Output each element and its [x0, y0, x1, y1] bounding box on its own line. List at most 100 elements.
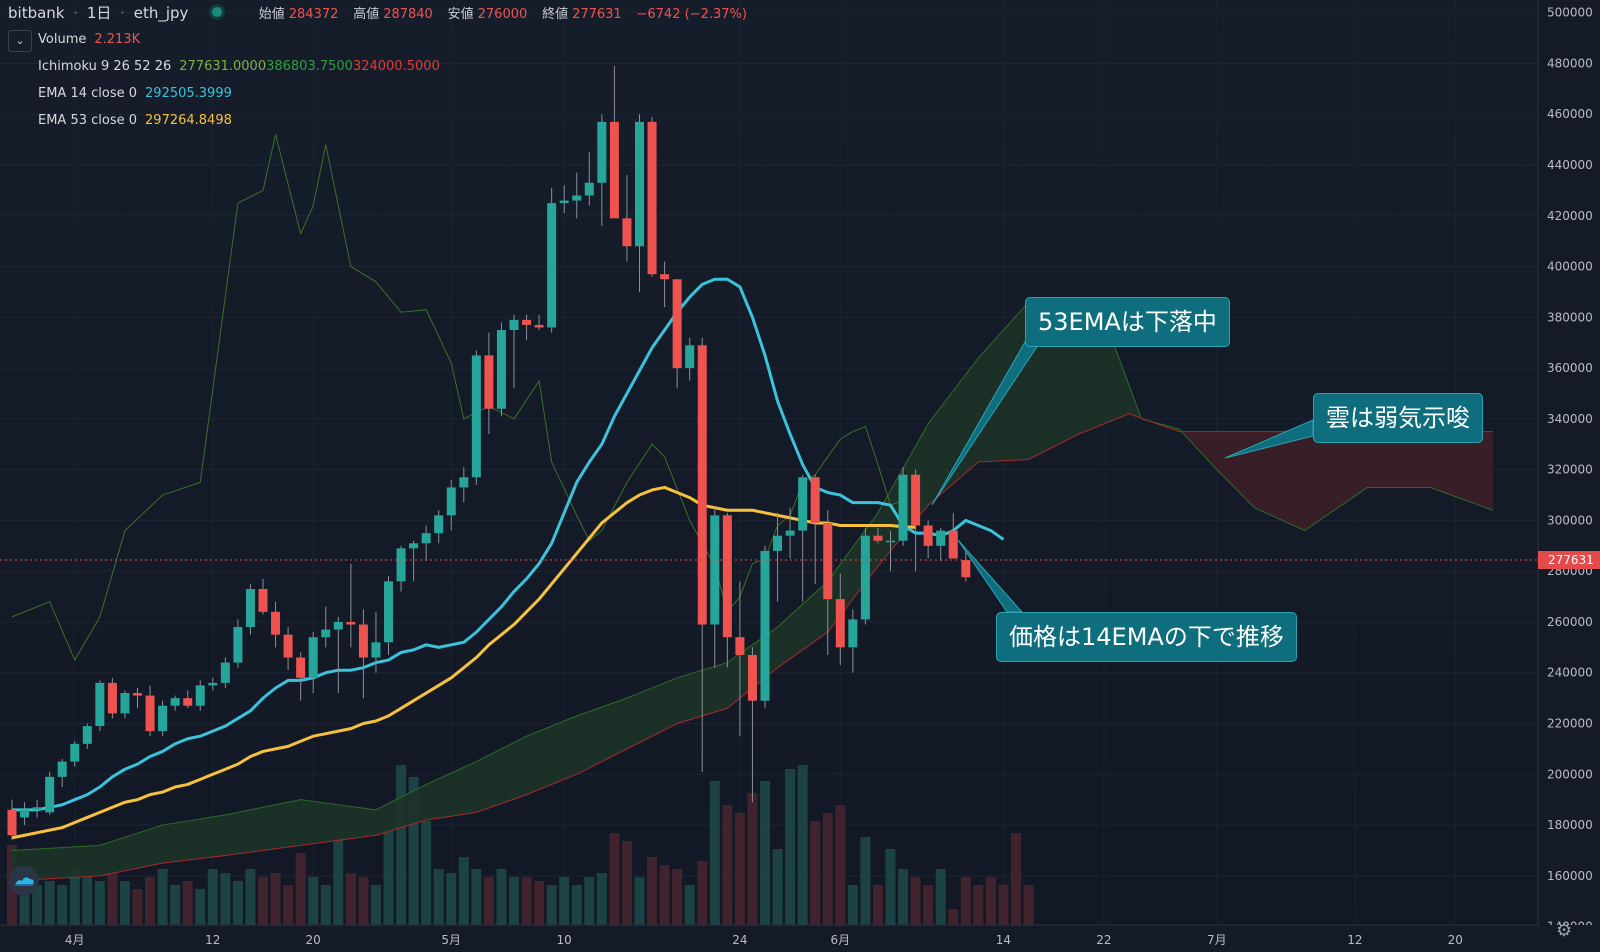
candle-body [107, 682, 117, 714]
candle-body [82, 726, 92, 744]
candle-body [760, 550, 770, 701]
last-price-tag [1538, 551, 1600, 569]
candle-body [559, 200, 569, 204]
volume-bar [145, 877, 156, 925]
gear-icon[interactable]: ⚙ [1556, 920, 1573, 941]
volume-bar [872, 885, 883, 925]
candle-body [860, 535, 870, 620]
volume-bar [270, 873, 281, 925]
volume-bar [810, 821, 821, 925]
ema53-line [11, 485, 916, 840]
volume-bar [69, 869, 80, 925]
time-tick-label: 6月 [830, 933, 850, 947]
volume-bar [32, 885, 43, 925]
price-tick-label: 460000 [1547, 107, 1593, 121]
last-price-text: 277631 [1548, 553, 1594, 567]
candle-body [446, 487, 456, 516]
candle-body [371, 642, 381, 658]
candle-body [735, 637, 745, 655]
candle-body [409, 543, 419, 549]
volume-bar [421, 821, 432, 925]
price-tick-label: 160000 [1547, 869, 1593, 883]
volume-bar [471, 869, 482, 925]
volume-bar [734, 813, 745, 925]
candle-body [57, 761, 67, 777]
time-tick-label: 5月 [441, 933, 461, 947]
volume-bar [546, 885, 557, 925]
time-axis-ticks: 4月 12 20 5月 10 24 6月 14 22 7月 12 20 [65, 933, 1463, 947]
volume-bar [935, 869, 946, 925]
price-tick-label: 480000 [1547, 56, 1593, 70]
volume-bar [358, 877, 369, 925]
collapse-indicators-button[interactable]: ⌄ [8, 30, 32, 52]
volume-bar [960, 877, 971, 925]
candle-body [773, 535, 783, 551]
volume-bar [785, 769, 796, 925]
volume-bar [647, 857, 658, 925]
time-tick-label: 20 [306, 933, 321, 947]
volume-bar [383, 829, 394, 925]
candle-body [158, 705, 168, 732]
time-tick-label: 7月 [1207, 933, 1227, 947]
cloud-bear-fill [1179, 429, 1493, 531]
senkou-span-b [11, 413, 1493, 882]
candle-body [873, 535, 883, 541]
annotation-price-below-ema14: 価格は14EMAの下で推移 [996, 612, 1297, 662]
candle-body [333, 621, 343, 630]
volume-bar [948, 909, 959, 925]
candle-body [509, 319, 519, 331]
volume-bar [19, 877, 30, 925]
tradingview-logo-icon[interactable] [9, 866, 39, 896]
volume-bar [232, 881, 243, 925]
volume-bar [521, 877, 532, 925]
volume-bar [571, 885, 582, 925]
volume-bar [822, 813, 833, 925]
volume-bar [258, 877, 268, 925]
price-tick-label: 220000 [1547, 717, 1593, 731]
time-tick-label: 24 [732, 933, 747, 947]
candle-body [697, 345, 707, 625]
volume-bar [295, 853, 306, 925]
candle-body [45, 776, 55, 813]
price-tick-label: 420000 [1547, 209, 1593, 223]
candle-body [95, 682, 105, 727]
volume-bar [207, 869, 218, 925]
candle-body [496, 330, 506, 409]
volume-bar [195, 889, 206, 925]
price-tick-label: 260000 [1547, 615, 1593, 629]
candle-body [484, 355, 494, 409]
candle-body [710, 515, 720, 625]
candle-body [961, 560, 971, 578]
candle-body [936, 530, 946, 546]
candle-body [471, 355, 481, 478]
candle-body [120, 693, 130, 714]
volume-bar [333, 837, 344, 925]
candle-body [245, 588, 255, 628]
volume-bar [170, 885, 181, 925]
time-axis[interactable] [0, 925, 1600, 952]
candle-body [672, 279, 682, 369]
volume-bar [107, 873, 118, 925]
candle-body [7, 809, 17, 836]
volume-bars [7, 765, 1034, 925]
volume-bar [609, 833, 620, 925]
price-tick-label: 400000 [1547, 260, 1593, 274]
volume-bar [634, 877, 645, 925]
time-tick-label: 12 [205, 933, 220, 947]
candle-body [220, 662, 230, 683]
candle-body [810, 477, 820, 523]
price-axis[interactable] [1538, 0, 1600, 952]
ema14-line [12, 277, 1005, 812]
candle-body [32, 807, 42, 810]
candle-body [296, 657, 306, 678]
price-tick-label: 440000 [1547, 158, 1593, 172]
volume-bar [245, 869, 256, 925]
price-tick-label: 180000 [1547, 818, 1593, 832]
candle-body [384, 581, 393, 643]
candle-body [848, 619, 858, 648]
volume-bar [596, 873, 607, 925]
candle-body [660, 274, 670, 280]
chevron-down-icon: ⌄ [15, 34, 25, 47]
volume-bar [308, 877, 319, 925]
